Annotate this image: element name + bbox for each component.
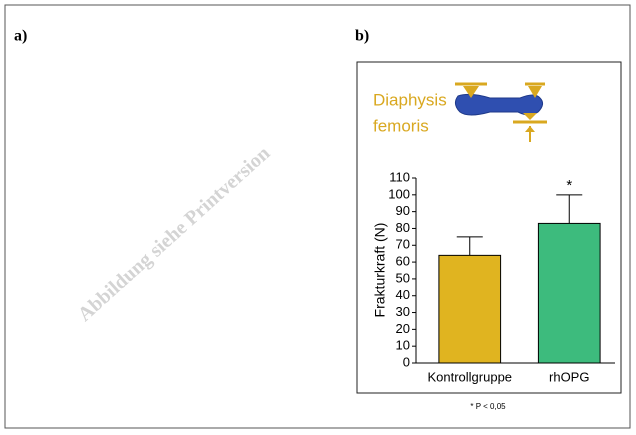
- page: a) b) Abbildung siehe Printversion Diaph…: [0, 0, 636, 435]
- y-axis-label: Frakturkraft (N): [372, 223, 388, 318]
- footnote: * P < 0,05: [470, 402, 506, 411]
- y-tick-label: 70: [396, 237, 410, 252]
- y-tick-label: 10: [396, 338, 410, 353]
- panel-label: a): [14, 28, 27, 45]
- y-tick-label: 0: [403, 354, 410, 369]
- y-tick-label: 40: [396, 287, 410, 302]
- inset-label: Diaphysis: [373, 90, 447, 109]
- y-tick-label: 90: [396, 203, 410, 218]
- y-tick-label: 20: [396, 321, 410, 336]
- y-tick-label: 80: [396, 220, 410, 235]
- y-tick-label: 100: [388, 186, 410, 201]
- significance-marker: *: [566, 177, 572, 194]
- watermark: Abbildung siehe Printversion: [74, 142, 275, 326]
- bar: [538, 223, 600, 363]
- y-tick-label: 110: [389, 169, 410, 184]
- panel-label: b): [355, 28, 369, 45]
- inset-label: femoris: [373, 116, 429, 135]
- bar: [439, 255, 501, 363]
- x-tick-label: rhOPG: [549, 369, 589, 384]
- figure: a) b) Abbildung siehe Printversion Diaph…: [0, 0, 636, 435]
- y-tick-label: 30: [396, 304, 410, 319]
- figure-frame: [5, 5, 630, 428]
- y-tick-label: 60: [396, 254, 410, 269]
- bone-diagram: [455, 84, 547, 142]
- x-tick-label: Kontrollgruppe: [427, 369, 512, 384]
- y-tick-label: 50: [396, 270, 410, 285]
